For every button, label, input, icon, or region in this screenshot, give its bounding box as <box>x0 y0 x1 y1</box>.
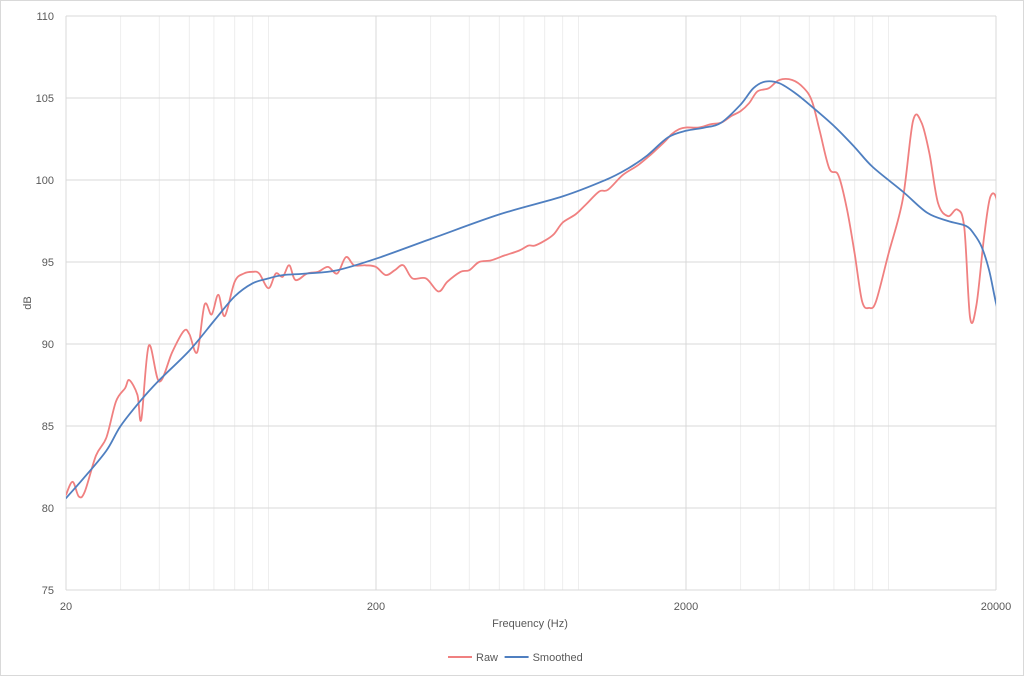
y-tick-label: 80 <box>42 503 54 515</box>
y-tick-label: 85 <box>42 421 54 433</box>
y-tick-label: 95 <box>42 257 54 269</box>
legend-label-raw: Raw <box>476 652 498 664</box>
legend: Raw Smoothed <box>448 652 583 664</box>
x-tick-label: 20000 <box>981 601 1012 613</box>
y-tick-label: 90 <box>42 339 54 351</box>
series-line-raw <box>66 78 996 499</box>
x-tick-label: 2000 <box>674 601 698 613</box>
major-gridlines <box>65 15 997 591</box>
y-tick-label: 75 <box>42 585 54 597</box>
series-layer <box>66 78 996 500</box>
x-axis-label: Frequency (Hz) <box>492 618 568 630</box>
x-tick-label: 200 <box>367 601 385 613</box>
y-tick-label: 110 <box>36 11 54 23</box>
x-axis-ticks: 20 200 2000 20000 <box>60 601 1011 613</box>
legend-label-smoothed: Smoothed <box>533 652 583 664</box>
x-tick-label: 20 <box>60 601 72 613</box>
minor-gridlines <box>120 16 889 590</box>
series-line-smoothed <box>66 80 996 500</box>
y-tick-label: 105 <box>36 93 54 105</box>
y-axis-label: dB <box>22 296 34 309</box>
y-tick-label: 100 <box>36 175 54 187</box>
y-axis-ticks: 75 80 85 90 95 100 105 110 <box>36 11 54 597</box>
